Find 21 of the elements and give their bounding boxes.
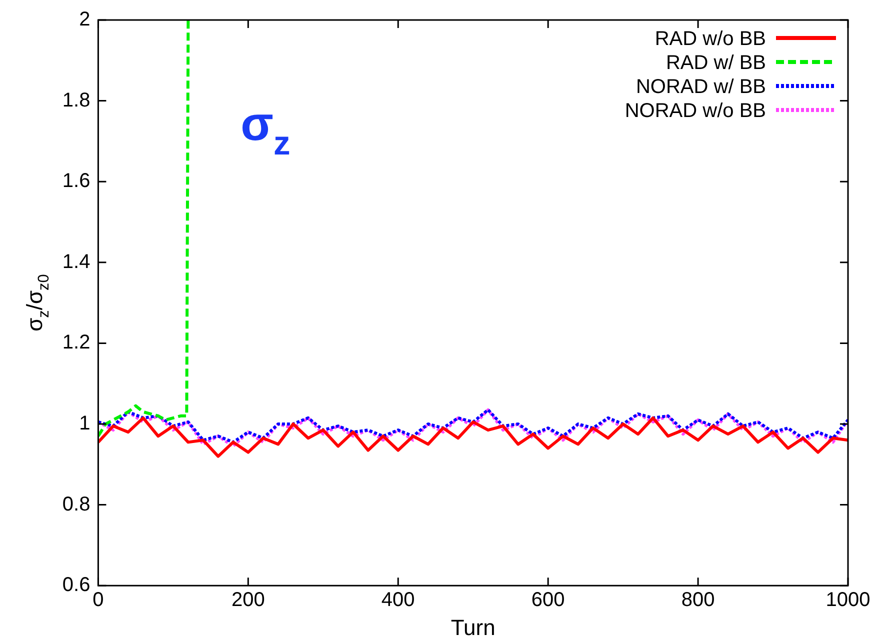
legend-label: NORAD w/o BB [624, 100, 766, 122]
y-tick-label: 1.2 [62, 332, 90, 354]
y-tick-label: 0.8 [62, 493, 90, 516]
y-tick-label: 1 [79, 412, 90, 435]
y-tick-label: 1.4 [62, 250, 90, 273]
x-tick-label: 400 [381, 589, 415, 612]
x-tick-label: 0 [92, 589, 104, 612]
line-series [98, 20, 190, 438]
x-tick-label: 800 [681, 589, 715, 612]
y-tick-label: 1.6 [62, 170, 90, 192]
legend-label: NORAD w/ BB [636, 76, 766, 98]
x-tick-label: 1000 [826, 589, 870, 612]
y-axis-title: σz/σz0 [22, 274, 53, 332]
x-tick-label: 600 [531, 589, 565, 612]
legend-label: RAD w/ BB [666, 52, 766, 74]
y-tick-label: 1.8 [62, 89, 90, 112]
y-tick-label: 0.6 [62, 574, 90, 596]
x-tick-label: 200 [231, 589, 265, 612]
legend-label: RAD w/o BB [654, 28, 766, 50]
y-tick-label: 2 [79, 8, 90, 31]
x-axis-title: Turn [450, 614, 496, 640]
